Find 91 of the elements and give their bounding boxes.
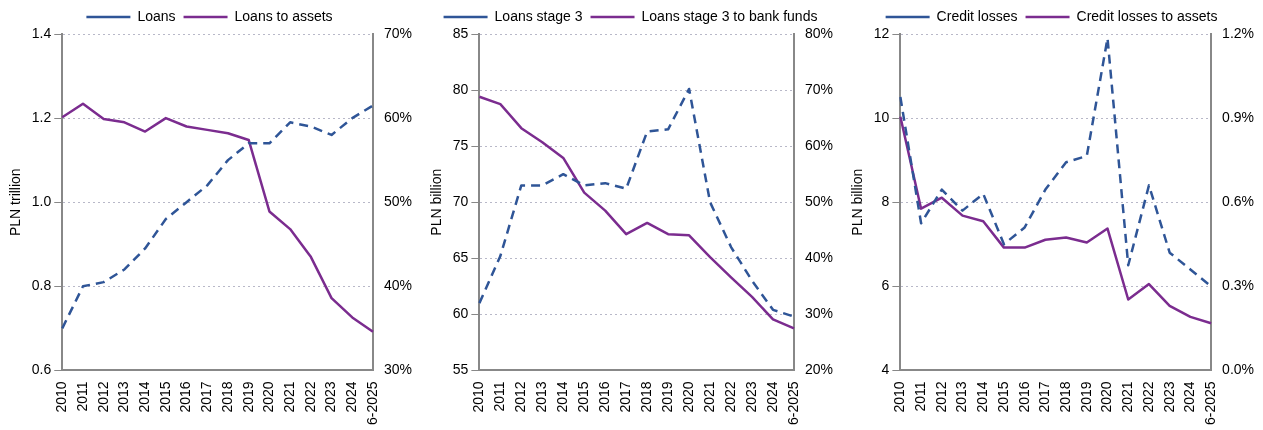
- y2-tick-label: 1.2%: [1222, 24, 1255, 41]
- x-tick-label: 2016: [177, 381, 194, 413]
- x-tick-label: 2013: [115, 381, 132, 413]
- x-tick-label: 2015: [994, 381, 1011, 413]
- y-axis-title: PLN trillion: [7, 168, 24, 237]
- y-tick-label: 0.6: [31, 361, 52, 378]
- x-tick-label: 2022: [301, 381, 318, 413]
- y2-tick-label: 20%: [804, 361, 834, 378]
- legend-label: Loans stage 3: [494, 7, 583, 24]
- y2-tick-label: 40%: [383, 277, 413, 294]
- y2-tick-label: 80%: [804, 24, 834, 41]
- x-tick-label: 2013: [533, 381, 550, 413]
- y2-tick-label: 30%: [383, 361, 413, 378]
- x-tick-label: 2024: [763, 381, 780, 413]
- y2-tick-label: 40%: [804, 249, 834, 266]
- x-tick-label: 6-2025: [784, 381, 801, 425]
- x-tick-label: 2016: [1015, 381, 1032, 413]
- x-tick-label: 2022: [1139, 381, 1156, 413]
- x-tick-label: 2021: [700, 381, 717, 413]
- legend-label: Loans stage 3 to bank funds: [641, 7, 818, 24]
- x-tick-label: 2013: [953, 381, 970, 413]
- y-tick-label: 10: [873, 108, 890, 125]
- x-tick-label: 2019: [1077, 381, 1094, 413]
- y-tick-label: 60: [452, 305, 469, 322]
- x-tick-label: 2014: [974, 381, 991, 413]
- x-tick-label: 2017: [617, 381, 634, 413]
- y2-tick-label: 50%: [804, 193, 834, 210]
- x-tick-label: 2020: [260, 381, 277, 413]
- x-tick-label: 2015: [156, 381, 173, 413]
- y-axis-title: PLN billion: [849, 168, 866, 236]
- y-tick-label: 4: [881, 361, 890, 378]
- x-tick-label: 2014: [135, 381, 152, 413]
- x-tick-label: 2020: [679, 381, 696, 413]
- x-tick-label: 2010: [891, 381, 908, 413]
- x-tick-label: 2023: [742, 381, 759, 413]
- x-tick-label: 2020: [1098, 381, 1115, 413]
- x-tick-label: 6-2025: [1201, 381, 1218, 425]
- x-tick-label: 2024: [343, 381, 360, 413]
- legend-label: Loans: [137, 7, 176, 24]
- y-tick-label: 70: [452, 193, 469, 210]
- y2-tick-label: 70%: [383, 24, 413, 41]
- y-tick-label: 65: [452, 249, 469, 266]
- x-tick-label: 2019: [239, 381, 256, 413]
- x-tick-label: 2017: [198, 381, 215, 413]
- y-tick-label: 6: [881, 277, 890, 294]
- x-tick-label: 2015: [575, 381, 592, 413]
- x-tick-label: 2012: [512, 381, 529, 413]
- x-tick-label: 2017: [1036, 381, 1053, 413]
- x-tick-label: 2014: [554, 381, 571, 413]
- y2-tick-label: 30%: [804, 305, 834, 322]
- x-tick-label: 2019: [659, 381, 675, 413]
- legend-label: Loans to assets: [234, 7, 333, 24]
- y-tick-label: 80: [452, 80, 469, 97]
- x-tick-label: 2023: [322, 381, 339, 413]
- x-tick-label: 2010: [470, 381, 487, 413]
- y-tick-label: 55: [452, 361, 469, 378]
- y2-tick-label: 0.3%: [1222, 277, 1255, 294]
- y-tick-label: 1.4: [31, 24, 52, 41]
- y-tick-label: 0.8: [31, 277, 52, 294]
- x-tick-label: 2016: [596, 381, 613, 413]
- legend-label: Credit losses to assets: [1076, 7, 1218, 24]
- x-tick-label: 2012: [932, 381, 949, 413]
- y2-tick-label: 0.9%: [1222, 108, 1255, 125]
- y2-tick-label: 60%: [804, 137, 834, 153]
- x-tick-label: 2021: [280, 381, 297, 413]
- y2-tick-label: 50%: [383, 193, 413, 210]
- x-tick-label: 2018: [1056, 381, 1073, 413]
- x-tick-label: 2011: [911, 381, 928, 412]
- x-tick-label: 6-2025: [363, 381, 380, 425]
- y-axis-title: PLN billion: [428, 168, 445, 236]
- x-tick-label: 2022: [721, 381, 738, 413]
- x-tick-label: 2024: [1181, 381, 1198, 413]
- y-tick-label: 1.0: [31, 193, 52, 210]
- y2-tick-label: 0.0%: [1222, 361, 1255, 378]
- legend-label: Credit losses: [936, 7, 1018, 24]
- y2-tick-label: 70%: [804, 80, 834, 97]
- x-tick-label: 2021: [1119, 381, 1136, 413]
- y-tick-label: 8: [881, 193, 890, 210]
- x-tick-label: 2018: [218, 381, 235, 413]
- y2-tick-label: 0.6%: [1222, 193, 1255, 210]
- y-tick-label: 85: [452, 24, 469, 41]
- x-tick-label: 2018: [638, 381, 655, 413]
- y2-tick-label: 60%: [383, 108, 413, 125]
- y-tick-label: 75: [452, 137, 469, 153]
- y-tick-label: 12: [873, 24, 890, 41]
- x-tick-label: 2011: [73, 381, 90, 412]
- y-tick-label: 1.2: [31, 108, 52, 125]
- x-tick-label: 2010: [53, 381, 70, 413]
- x-tick-label: 2012: [94, 381, 111, 413]
- x-tick-label: 2023: [1160, 381, 1177, 413]
- x-tick-label: 2011: [491, 381, 508, 412]
